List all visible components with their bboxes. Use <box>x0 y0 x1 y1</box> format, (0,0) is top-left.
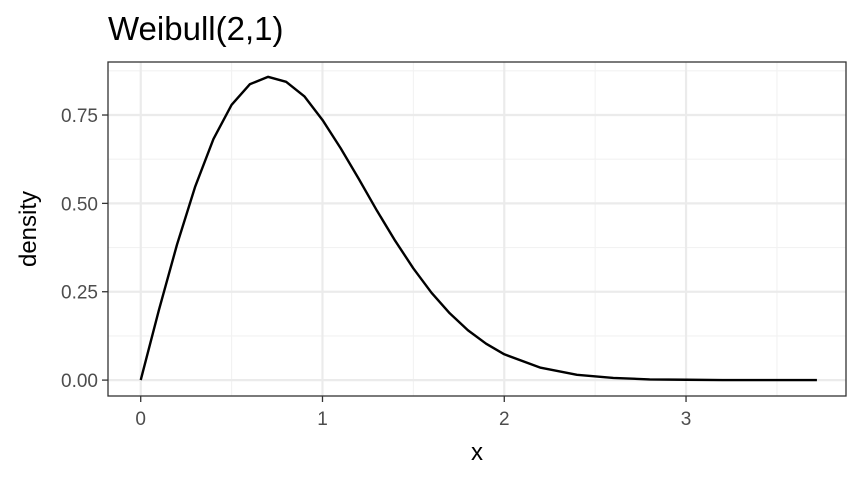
axis-ticks: 0 1 2 3 0.00 0.25 0.50 0.75 <box>61 106 691 430</box>
y-axis-title: density <box>15 191 42 267</box>
panel-border <box>107 61 847 397</box>
y-tick-label: 0.00 <box>61 371 98 392</box>
y-tick-label: 0.25 <box>61 283 98 304</box>
grid <box>108 62 846 396</box>
chart-title: Weibull(2,1) <box>108 10 283 47</box>
x-tick-label: 0 <box>135 409 146 430</box>
x-axis-title: x <box>471 439 483 466</box>
x-tick-label: 3 <box>681 409 692 430</box>
x-tick-label: 1 <box>317 409 328 430</box>
density-curve <box>139 75 817 382</box>
plot-area <box>139 75 817 382</box>
x-tick-label: 2 <box>499 409 510 430</box>
y-tick-label: 0.50 <box>61 194 98 215</box>
y-tick-label: 0.75 <box>61 106 98 127</box>
